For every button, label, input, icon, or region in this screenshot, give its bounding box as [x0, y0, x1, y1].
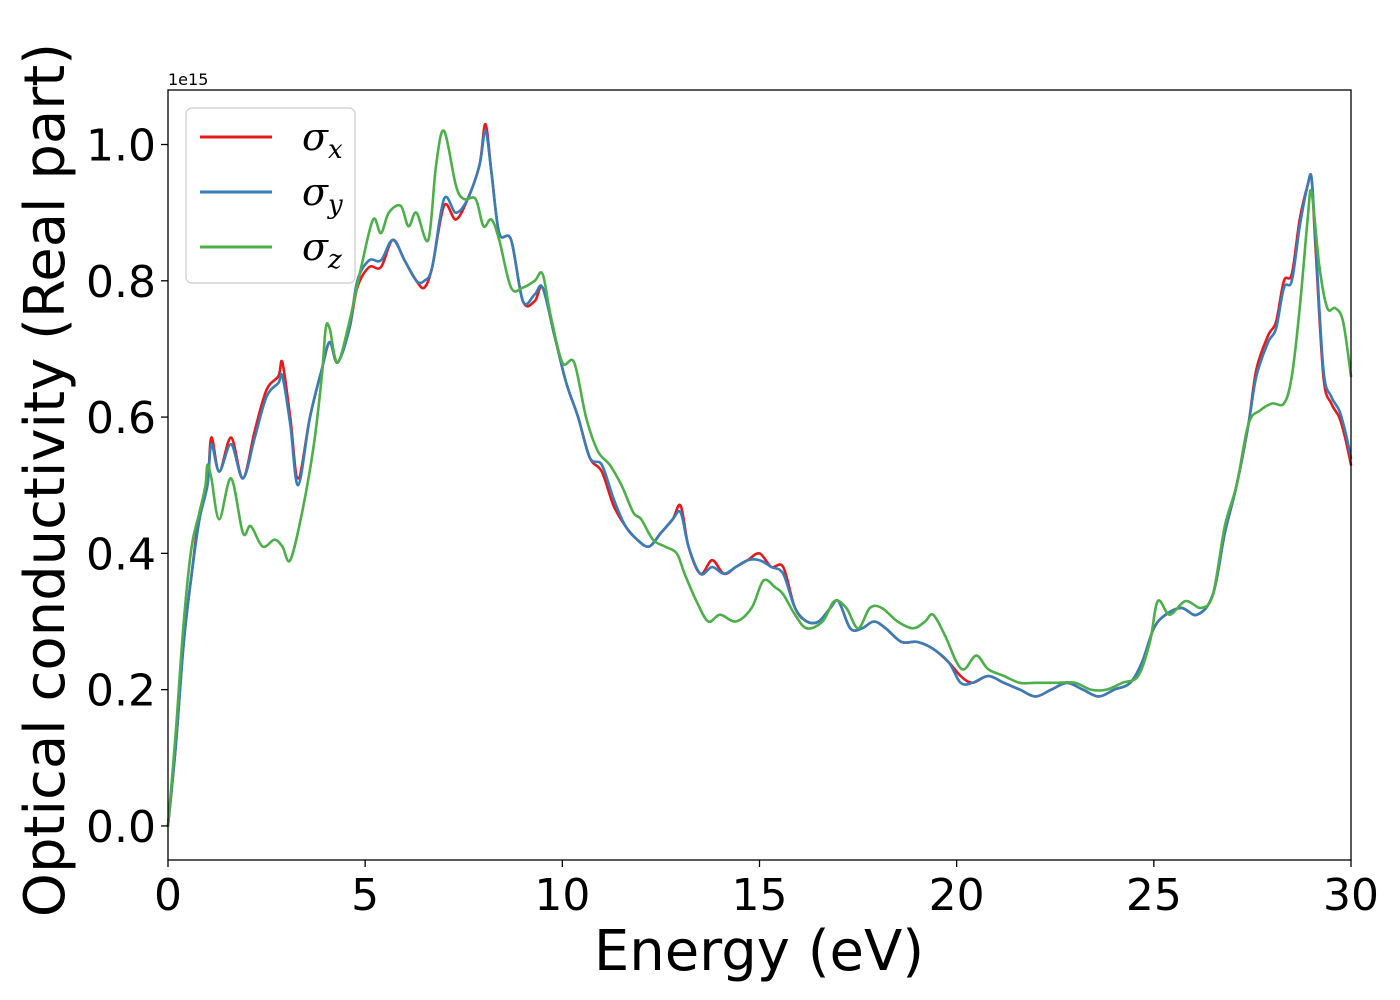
y-tick-label: 0.8 — [86, 257, 156, 308]
x-tick-label: 0 — [154, 870, 182, 921]
x-tick-label: 20 — [929, 870, 985, 921]
x-tick-label: 30 — [1323, 870, 1379, 921]
legend-subscript: z — [327, 245, 342, 275]
y-tick-label: 0.2 — [86, 666, 156, 717]
x-axis-title: Energy (eV) — [594, 919, 924, 984]
x-tick-label: 5 — [351, 870, 379, 921]
y-tick-label: 1.0 — [86, 121, 156, 172]
series-line-y — [166, 129, 1353, 828]
legend-label-y: σy — [302, 170, 343, 220]
x-axis: 0 5 10 15 20 25 30 — [154, 860, 1379, 921]
legend-box — [185, 107, 356, 284]
legend-subscript: y — [327, 190, 343, 220]
x-tick-label: 15 — [732, 870, 788, 921]
legend-symbol: σ — [302, 225, 329, 269]
y-axis-title: Optical conductivity (Real part) — [13, 43, 78, 917]
x-tick-label: 25 — [1126, 870, 1182, 921]
x-tick-label: 10 — [534, 870, 590, 921]
legend-subscript: x — [328, 135, 343, 165]
y-tick-label: 0.4 — [86, 529, 156, 580]
legend-symbol: σ — [302, 170, 329, 214]
y-axis: 0.0 0.2 0.4 0.6 0.8 1.0 — [86, 121, 168, 853]
y-tick-label: 0.6 — [86, 393, 156, 444]
series-group — [166, 122, 1353, 828]
plot-area — [168, 90, 1351, 860]
y-offset-label: 1e15 — [168, 70, 208, 89]
legend-label-z: σz — [302, 225, 342, 275]
legend-label-x: σx — [302, 115, 343, 165]
y-tick-label: 0.0 — [86, 802, 156, 853]
series-line-z — [166, 129, 1353, 828]
legend-symbol: σ — [302, 115, 329, 159]
